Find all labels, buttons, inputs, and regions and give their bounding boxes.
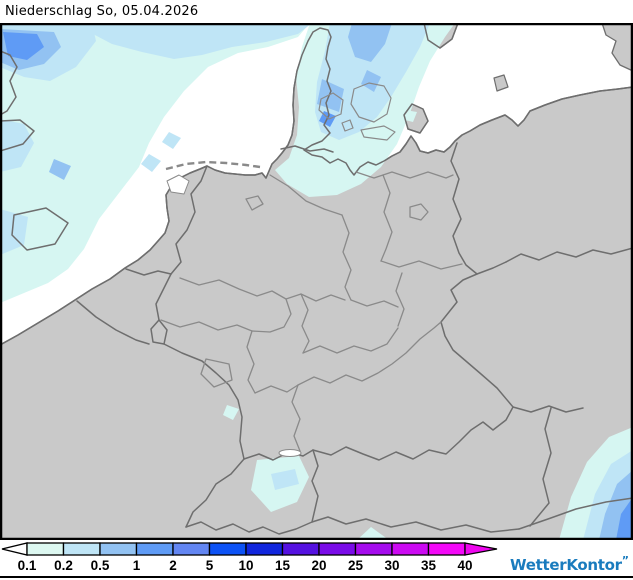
legend-tick-label: 25: [348, 558, 364, 573]
legend-box: [135, 542, 174, 556]
legend-underflow-arrow: [1, 542, 28, 556]
legend-tick-label: 20: [311, 558, 326, 573]
border-lu: [150, 319, 168, 345]
border-de-cz: [440, 261, 514, 408]
legend-box: [26, 542, 65, 556]
danish-islands: [318, 82, 396, 141]
precipitation-scale: 0.1 0.2 0.5 1 2 5 10 15 20 25 30 35 40: [0, 541, 633, 575]
legend-canvas: 0.1 0.2 0.5 1 2 5 10 15 20 25 30 35 40: [1, 542, 498, 573]
precip-sea-spot-1: [162, 132, 181, 149]
lake-constance: [278, 449, 302, 457]
legend-tick-label: 0.5: [91, 558, 110, 573]
bornholm-island: [493, 74, 509, 92]
legend-box: [245, 542, 284, 556]
border-de-ch: [243, 449, 314, 461]
legend-box: [427, 542, 466, 556]
border-ls-s: [179, 277, 346, 302]
legend-box: [99, 542, 138, 556]
ijsselmeer-lake: [166, 174, 190, 195]
precipitation-areas: [0, 23, 633, 540]
border-nrw-e: [251, 298, 292, 333]
border-sn-th: [395, 272, 405, 327]
precip-rostock: [397, 109, 417, 122]
border-bw-by: [291, 384, 301, 452]
footer-divider: [0, 576, 633, 578]
precip-se-band-4: [616, 497, 633, 540]
legend-box: [354, 542, 393, 556]
border-saarland: [200, 358, 233, 388]
legend-box: [172, 542, 211, 556]
precip-vosges-spot: [223, 405, 239, 420]
border-sh-ls: [269, 174, 343, 216]
border-nrw-rp: [160, 319, 253, 332]
border-berlin: [409, 203, 429, 221]
border-by-n: [297, 321, 442, 386]
border-he-th: [300, 293, 310, 354]
border-alps-south: [185, 516, 520, 535]
border-he-w: [246, 330, 256, 394]
legend-tick-label: 2: [169, 558, 177, 573]
legend-box: [318, 542, 357, 556]
precip-kattegat-1: [348, 23, 392, 62]
legend-tick-label: 0.2: [54, 558, 73, 573]
map-title: Niederschlag So, 05.04.2026: [5, 4, 199, 19]
logo-swirl-icon: ”: [621, 554, 629, 567]
map-canvas: [0, 23, 633, 540]
precip-north-sea: [0, 23, 310, 303]
border-ch-at: [311, 449, 319, 523]
precip-left-spot: [49, 159, 71, 180]
legend-box: [208, 542, 247, 556]
border-bremen: [245, 195, 264, 211]
legend-tick-label: 15: [275, 558, 291, 573]
wetterkontor-logo: WetterKontor”: [510, 554, 629, 574]
legend-tick-label: 35: [421, 558, 437, 573]
precip-top-band: [88, 23, 312, 59]
border-ch-fr: [185, 458, 245, 528]
sweden-coast-restroke: [423, 23, 459, 49]
precip-corner-core: [3, 32, 44, 60]
border-be-de: [155, 273, 172, 321]
legend-overflow-arrow: [464, 542, 498, 556]
legend-box: [62, 542, 101, 556]
legend-tick-label: 5: [206, 558, 214, 573]
ruegen-restroke: [403, 103, 429, 134]
legend-tick-label: 1: [133, 558, 141, 573]
precip-alps-core: [271, 469, 299, 490]
precip-kattegat-3: [361, 70, 381, 92]
border-bb-s: [380, 260, 463, 270]
logo-text: WetterKontor: [510, 556, 622, 574]
legend-tick-label: 10: [238, 558, 253, 573]
border-nl-be: [125, 268, 172, 276]
border-de-fr: [163, 343, 245, 460]
border-th-by: [302, 327, 399, 354]
border-be-fr: [76, 300, 150, 345]
legend-box: [391, 542, 430, 556]
map-frame: [0, 23, 633, 540]
border-nl-de: [170, 165, 208, 275]
wadden-islands: [165, 160, 261, 171]
state-borders: [160, 171, 463, 452]
border-de-pl: [450, 142, 478, 275]
border-he-s: [254, 384, 299, 394]
weather-map: [0, 23, 633, 540]
precip-south-spot: [357, 527, 389, 540]
border-de-at: [312, 406, 514, 461]
islands-and-lakes: [165, 82, 396, 457]
border-mv-s: [355, 171, 454, 179]
legend-box: [281, 542, 320, 556]
border-sa-sn: [350, 299, 399, 308]
legend-tick-label: 0.1: [18, 558, 37, 573]
border-bb-w: [380, 174, 393, 262]
border-at-si: [518, 497, 633, 530]
border-at-east: [529, 407, 552, 527]
precip-kattegat-2: [317, 79, 344, 112]
border-cz-pl: [505, 247, 633, 263]
uk-coast-restroke: [0, 50, 69, 251]
border-sa-w: [341, 214, 352, 301]
legend-tick-label: 40: [457, 558, 472, 573]
legend-tick-label: 30: [384, 558, 399, 573]
border-cz-at: [512, 405, 584, 413]
border-dk-de: [280, 145, 334, 153]
precip-sea-spot-2: [141, 154, 161, 172]
